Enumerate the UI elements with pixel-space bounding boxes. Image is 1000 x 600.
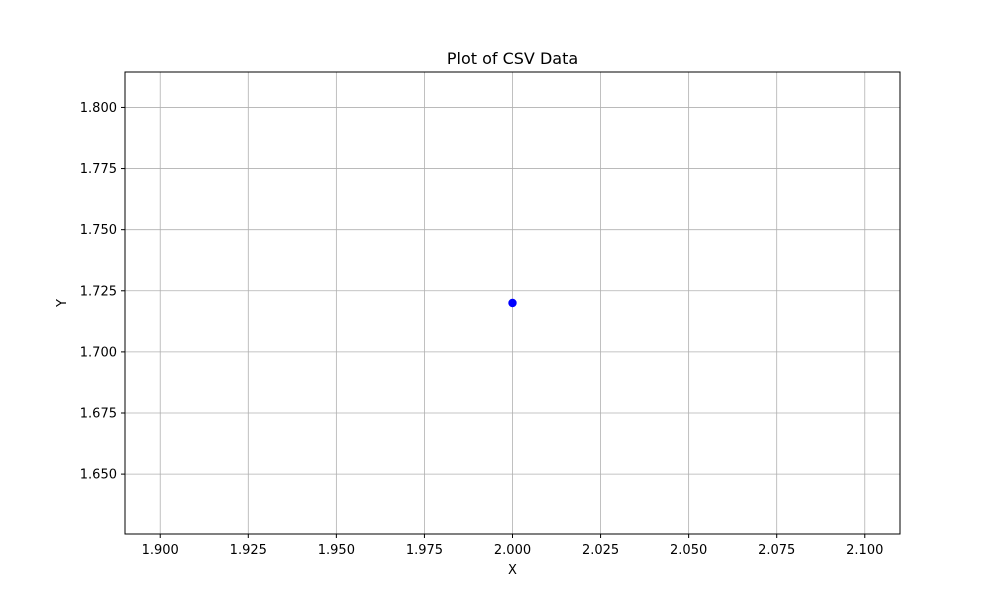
- data-points: [508, 298, 517, 308]
- x-tick-label: 2.000: [494, 543, 531, 558]
- y-tick-label: 1.775: [80, 162, 117, 177]
- x-tick-label: 2.100: [846, 543, 883, 558]
- x-tick-label: 1.950: [318, 543, 355, 558]
- plot-frame: [124, 71, 901, 535]
- x-tick-label: 1.925: [230, 543, 267, 558]
- y-tick-label: 1.675: [80, 407, 117, 422]
- y-tick-label: 1.725: [80, 284, 117, 299]
- y-tick-label: 1.650: [80, 468, 117, 483]
- y-tick-label: 1.800: [80, 101, 117, 116]
- x-tick-label: 1.975: [406, 543, 443, 558]
- x-tick-label: 2.075: [758, 543, 795, 558]
- data-point: [508, 298, 517, 308]
- y-tick-label: 1.750: [80, 223, 117, 238]
- y-tick-label: 1.700: [80, 345, 117, 360]
- axis-ticks: 1.900 1.925 1.950 1.975 2.000 2.025 2.050 2.075…: [80, 101, 884, 558]
- x-tick-label: 2.025: [582, 543, 619, 558]
- x-tick-label: 2.050: [670, 543, 707, 558]
- grid: [125, 72, 900, 534]
- x-axis-label: X: [508, 563, 517, 578]
- y-axis-label: Y: [55, 299, 70, 308]
- x-tick-label: 1.900: [142, 543, 179, 558]
- chart-title: Plot of CSV Data: [447, 49, 578, 68]
